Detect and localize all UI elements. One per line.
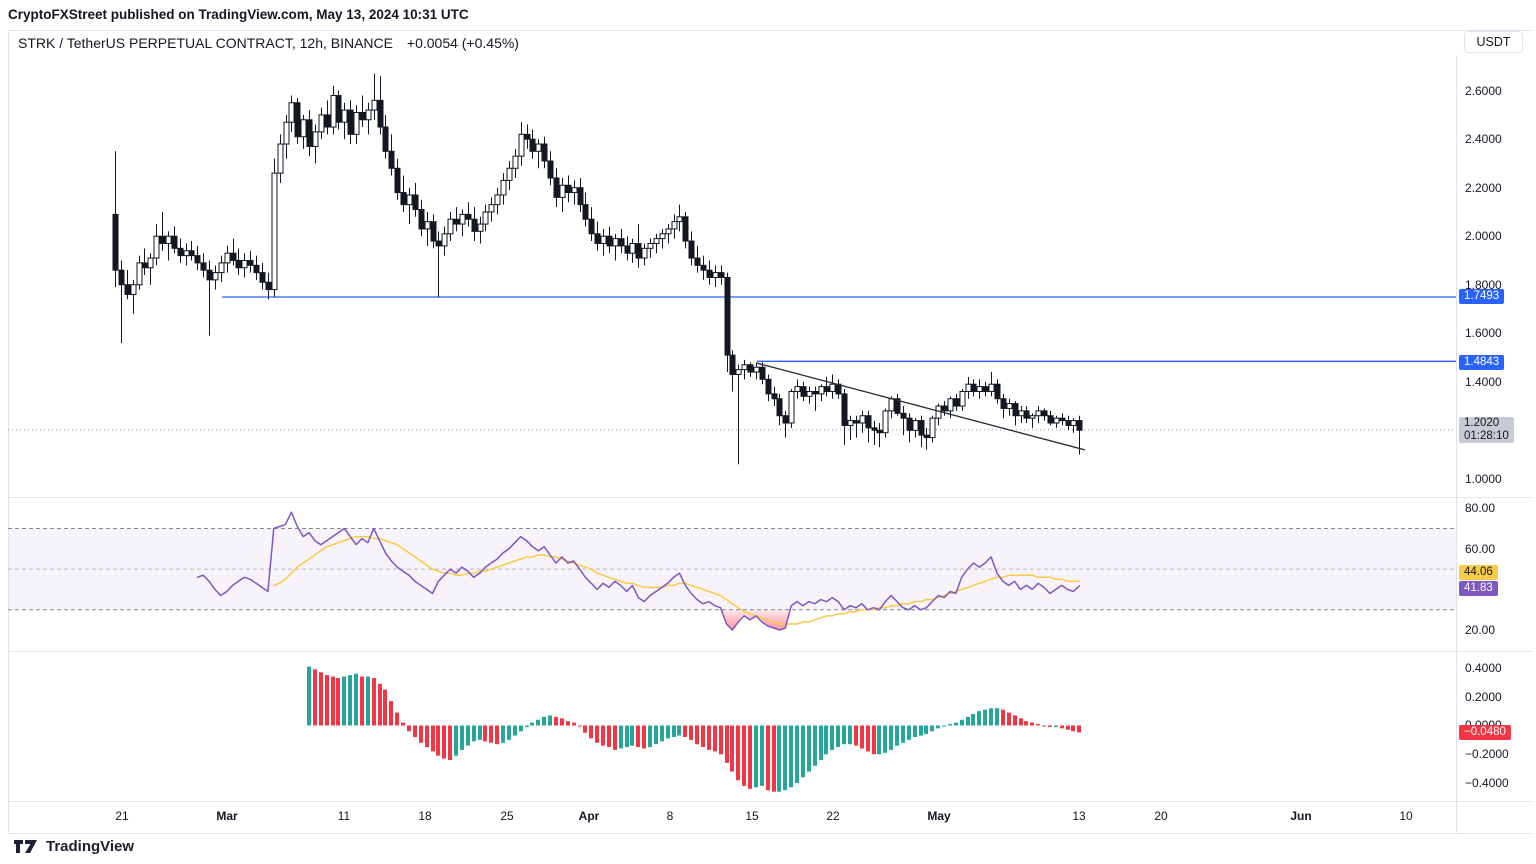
bar-countdown: 01:28:10 bbox=[1464, 430, 1509, 442]
chart-legend: STRK / TetherUS PERPETUAL CONTRACT, 12h,… bbox=[18, 35, 519, 51]
time-axis-tick: 22 bbox=[826, 809, 840, 823]
price-axis-tick: 2.6000 bbox=[1465, 83, 1502, 98]
price-axis-tick: 2.0000 bbox=[1465, 229, 1502, 244]
price-axis-tick: 1.4000 bbox=[1465, 374, 1502, 389]
time-axis-tick: 21 bbox=[115, 809, 129, 823]
price-axis-tick: 2.2000 bbox=[1465, 180, 1502, 195]
time-axis-tick: Mar bbox=[216, 809, 238, 823]
publisher-line: CryptoFXStreet published on TradingView.… bbox=[8, 7, 469, 22]
macd-value-label: −0.0480 bbox=[1459, 725, 1511, 740]
time-axis-tick: 10 bbox=[1399, 809, 1413, 823]
last-price-value: 1.2020 bbox=[1464, 417, 1500, 429]
price-axis-tick: 1.0000 bbox=[1465, 471, 1502, 486]
rsi-axis-tick: 80.00 bbox=[1465, 501, 1496, 516]
resistance-level-label-1: 1.7493 bbox=[1459, 289, 1505, 304]
time-axis-tick: May bbox=[927, 809, 951, 823]
time-axis-tick: 11 bbox=[337, 809, 351, 823]
macd-axis-tick: −0.4000 bbox=[1465, 776, 1509, 791]
symbol-title[interactable]: STRK / TetherUS PERPETUAL CONTRACT, 12h,… bbox=[18, 35, 393, 51]
price-change: +0.0054 (+0.45%) bbox=[406, 35, 519, 51]
macd-axis-tick: 0.2000 bbox=[1465, 689, 1502, 704]
last-price-label: 1.2020 01:28:10 bbox=[1459, 417, 1514, 443]
time-axis-tick: Jun bbox=[1290, 809, 1312, 823]
time-axis-tick: 18 bbox=[418, 809, 432, 823]
time-axis-tick: 25 bbox=[500, 809, 514, 823]
rsi-value-label: 41.83 bbox=[1459, 581, 1498, 596]
attribution: TradingView bbox=[14, 838, 134, 855]
tradingview-wordmark[interactable]: TradingView bbox=[46, 838, 135, 855]
macd-axis-tick: −0.2000 bbox=[1465, 747, 1509, 762]
rsi-axis-tick: 20.00 bbox=[1465, 623, 1496, 638]
price-axis-tick: 1.6000 bbox=[1465, 326, 1502, 341]
time-axis-tick: 8 bbox=[666, 809, 674, 823]
tradingview-logo[interactable] bbox=[14, 838, 38, 855]
rsi-ma-value-label: 44.06 bbox=[1459, 565, 1498, 580]
time-axis-tick: 15 bbox=[745, 809, 759, 823]
rsi-axis-tick: 60.00 bbox=[1465, 541, 1496, 556]
macd-axis-tick: 0.4000 bbox=[1465, 660, 1502, 675]
resistance-level-label-2: 1.4843 bbox=[1459, 355, 1505, 370]
price-axis-tick: 1.8000 bbox=[1465, 277, 1502, 292]
time-axis-tick: Apr bbox=[578, 809, 600, 823]
price-axis-tick: 2.4000 bbox=[1465, 132, 1502, 147]
currency-unit-button[interactable]: USDT bbox=[1464, 31, 1523, 53]
time-axis-tick: 13 bbox=[1072, 809, 1086, 823]
time-axis-tick: 20 bbox=[1154, 809, 1168, 823]
